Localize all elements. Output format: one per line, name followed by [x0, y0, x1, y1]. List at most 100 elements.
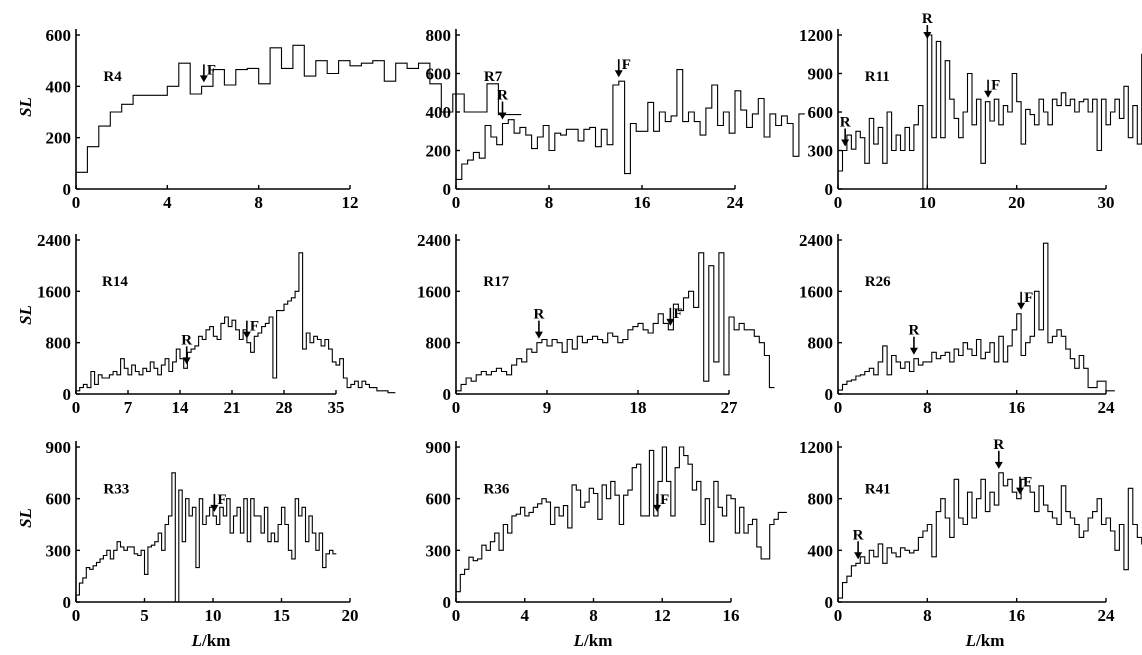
r4-x-tick-label: 4 — [163, 193, 172, 212]
r26-arrow-letter-f: F — [1024, 290, 1033, 306]
r7-arrow-head — [614, 70, 623, 78]
panel-r17: 0 9 18 27 0 800 1600 2400 R17 R F — [417, 231, 775, 417]
y-axis-label-row3: SL — [16, 508, 35, 528]
r36-arrow-head — [653, 504, 662, 512]
r41-arrow-letter-f: F — [1023, 475, 1032, 491]
r14-x-tick-label: 35 — [328, 398, 345, 417]
r7-y-tick-label: 400 — [426, 103, 452, 122]
r41-x-tick-label: 0 — [834, 606, 843, 625]
r26-y-tick-label: 800 — [808, 334, 834, 353]
r26-x-tick-label: 8 — [923, 398, 932, 417]
r11-series-line — [837, 34, 1142, 190]
r41-panel-label: R41 — [865, 482, 891, 498]
r33-x-tick-label: 0 — [72, 606, 81, 625]
panel-r26: 0 8 16 24 0 800 1600 2400 R26 R F — [799, 231, 1115, 417]
r41-y-tick-label: 800 — [808, 490, 834, 509]
r4-x-tick-label: 12 — [342, 193, 359, 212]
r7-x-tick-label: 0 — [452, 193, 461, 212]
r41-y-tick-label: 400 — [808, 541, 834, 560]
r17-y-tick-label: 800 — [426, 334, 452, 353]
r7-arrow-letter-r: R — [497, 88, 508, 104]
r14-x-tick-label: 28 — [276, 398, 293, 417]
r11-x-tick-label: 30 — [1098, 193, 1115, 212]
r26-x-tick-label: 16 — [1008, 398, 1025, 417]
r36-x-tick-label: 0 — [452, 606, 461, 625]
r17-y-tick-label: 0 — [443, 385, 452, 404]
r41-y-tick-label: 0 — [825, 593, 834, 612]
r17-series-line — [455, 252, 775, 394]
r33-y-tick-label: 900 — [46, 438, 72, 457]
r14-x-tick-label: 7 — [124, 398, 133, 417]
r14-panel-label: R14 — [102, 274, 128, 290]
r11-y-tick-label: 600 — [808, 103, 834, 122]
r11-y-tick-label: 900 — [808, 65, 834, 84]
r36-arrow-letter-f: F — [660, 492, 669, 508]
x-axis-label-col1: L/km — [191, 631, 231, 650]
r17-x-tick-label: 0 — [452, 398, 461, 417]
r14-y-tick-label: 800 — [46, 334, 72, 353]
r36-y-tick-label: 900 — [426, 438, 452, 457]
r7-panel-label: R7 — [484, 69, 503, 85]
r36-x-tick-label: 16 — [723, 606, 740, 625]
r17-arrow-letter-f: F — [673, 306, 682, 322]
x-axis-label-col3: L/km — [965, 631, 1005, 650]
r11-arrow-letter-r: R — [840, 115, 851, 131]
r4-series-line — [75, 44, 522, 189]
r4-panel-label: R4 — [103, 69, 122, 85]
r33-arrow-letter-f: F — [217, 492, 226, 508]
x-axis-label-var: L — [191, 631, 202, 650]
r4-y-tick-label: 200 — [46, 129, 72, 148]
y-axis-label-row2: SL — [16, 305, 35, 325]
r33-x-tick-label: 5 — [140, 606, 149, 625]
r33-x-tick-label: 20 — [342, 606, 359, 625]
r36-y-tick-label: 600 — [426, 490, 452, 509]
r17-y-tick-label: 1600 — [417, 282, 451, 301]
r17-arrow-head — [666, 318, 675, 326]
r14-arrow-head — [182, 357, 191, 365]
r41-series-line — [837, 472, 1142, 602]
r7-y-tick-label: 600 — [426, 65, 452, 84]
r36-x-tick-label: 4 — [521, 606, 530, 625]
r26-y-tick-label: 2400 — [799, 231, 833, 250]
r14-arrow-letter-r: R — [181, 332, 192, 348]
r26-x-tick-label: 0 — [834, 398, 843, 417]
r11-x-tick-label: 20 — [1008, 193, 1025, 212]
panel-r33: 0 5 10 15 20 0 300 600 900 R33 F — [46, 438, 359, 625]
r11-arrow-letter-f: F — [991, 78, 1000, 94]
r4-arrow-head — [199, 75, 208, 83]
r4-x-tick-label: 0 — [72, 193, 81, 212]
r14-x-tick-label: 21 — [224, 398, 241, 417]
x-axis-label-col2: L/km — [573, 631, 613, 650]
r11-arrow-head — [984, 90, 993, 98]
r17-arrow-head — [534, 331, 543, 339]
r41-arrow-head — [854, 552, 863, 560]
r7-x-tick-label: 8 — [545, 193, 554, 212]
r7-series-line — [455, 69, 805, 189]
r41-arrow-head — [994, 461, 1003, 469]
panel-r41: 0 8 16 24 0 400 800 1200 R41 R R F — [799, 437, 1142, 625]
r4-y-tick-label: 600 — [46, 26, 72, 45]
r7-arrow-letter-f: F — [622, 57, 631, 73]
r11-arrow-head — [841, 139, 850, 147]
r26-panel-label: R26 — [865, 274, 891, 290]
r26-series-line — [837, 242, 1115, 394]
r14-y-tick-label: 1600 — [37, 282, 71, 301]
r41-arrow-letter-r: R — [853, 527, 864, 543]
r36-panel-label: R36 — [484, 482, 510, 498]
r17-arrow-letter-r: R — [533, 307, 544, 323]
r11-y-tick-label: 1200 — [799, 26, 833, 45]
r11-arrow-letter-r: R — [922, 11, 933, 27]
r33-y-tick-label: 0 — [63, 593, 72, 612]
r26-x-tick-label: 24 — [1098, 398, 1116, 417]
panel-r14: 0 7 14 21 28 35 0 800 1600 2400 R14 R F — [37, 231, 396, 417]
panel-r7: 0 8 16 24 0 200 400 600 800 R7 R F — [426, 26, 805, 212]
panel-r36: 0 4 8 12 16 0 300 600 900 R36 F — [426, 438, 787, 625]
r36-series-line — [455, 446, 787, 602]
r26-y-tick-label: 1600 — [799, 282, 833, 301]
r14-y-tick-label: 0 — [63, 385, 72, 404]
r14-arrow-head — [242, 331, 251, 339]
r17-x-tick-label: 9 — [543, 398, 552, 417]
r33-panel-label: R33 — [103, 482, 129, 498]
